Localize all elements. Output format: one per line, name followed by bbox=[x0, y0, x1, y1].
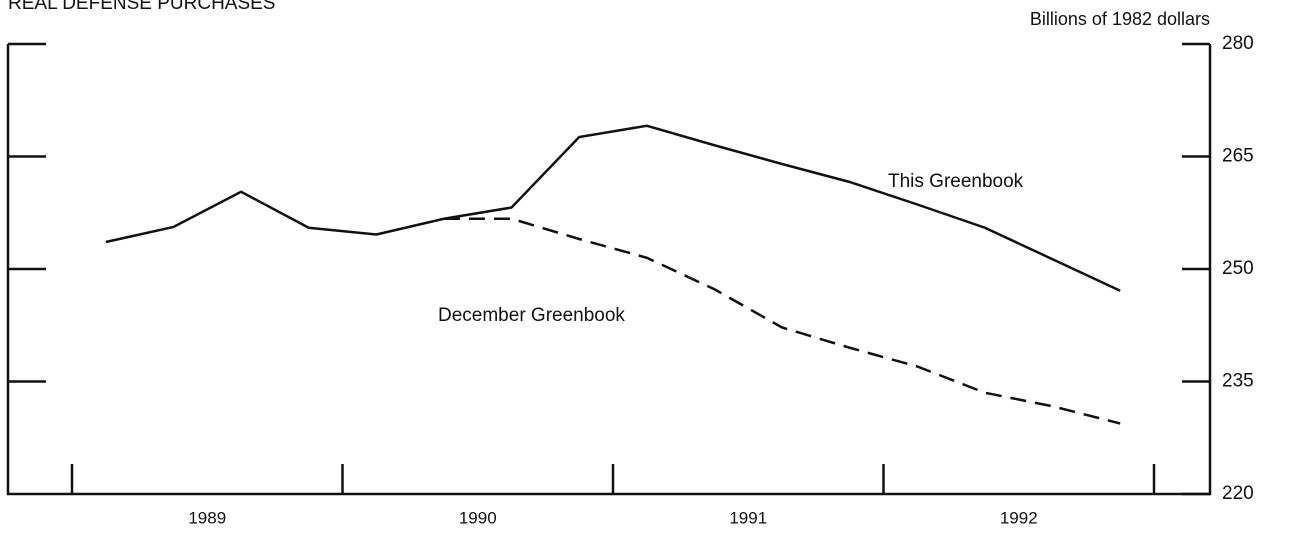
y-tick-label: 250 bbox=[1222, 258, 1254, 279]
x-tick-label: 1992 bbox=[1000, 508, 1038, 527]
line-series bbox=[105, 124, 1121, 292]
chart-title: REAL DEFENSE PURCHASES bbox=[8, 0, 275, 14]
y-tick-label: 280 bbox=[1222, 33, 1254, 54]
y-tick-label: 235 bbox=[1222, 371, 1254, 392]
x-tick-label: 1991 bbox=[729, 508, 767, 527]
y-tick-label: 265 bbox=[1222, 146, 1254, 167]
y-axis-label: Billions of 1982 dollars bbox=[1030, 9, 1210, 29]
x-tick-label: 1990 bbox=[459, 508, 497, 527]
x-tick-label: 1989 bbox=[188, 508, 226, 527]
line-series bbox=[443, 217, 1121, 425]
y-tick-label: 220 bbox=[1222, 483, 1254, 504]
plot-frame bbox=[6, 44, 1212, 496]
series-label: This Greenbook bbox=[888, 171, 1024, 192]
series-label: December Greenbook bbox=[438, 305, 625, 326]
